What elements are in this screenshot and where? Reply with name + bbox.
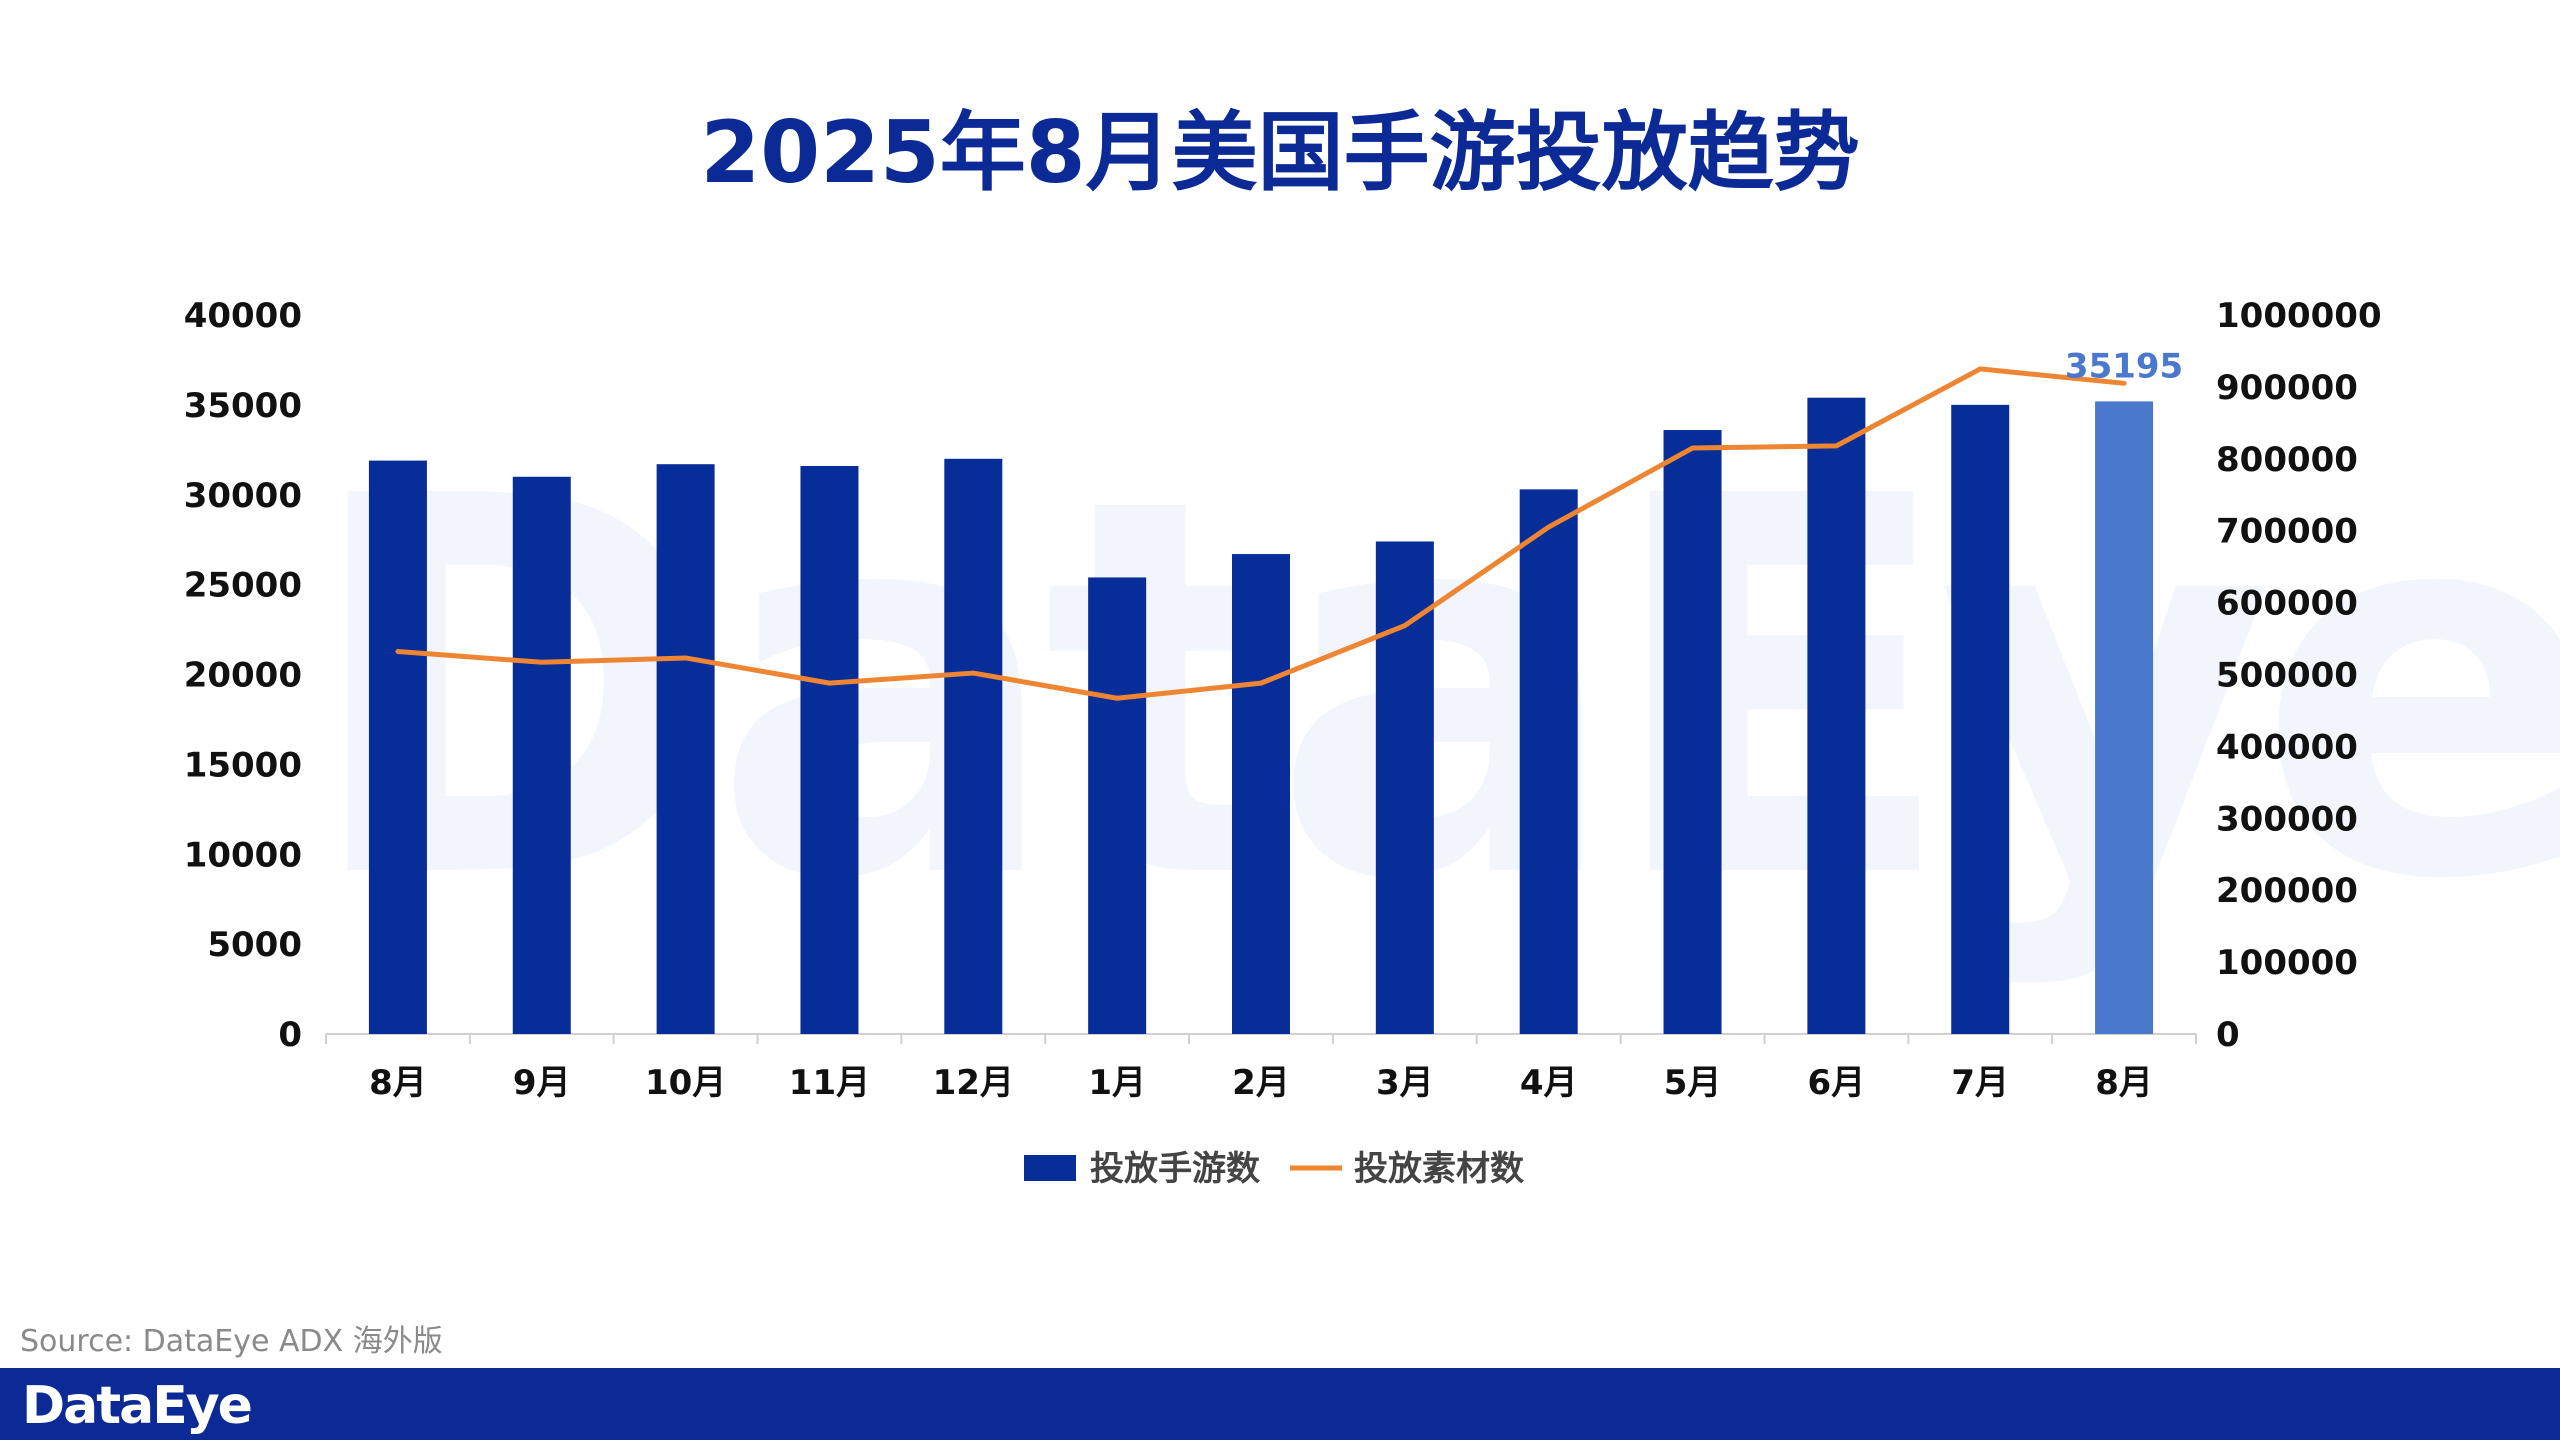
footer-logo: DataEye <box>22 1376 253 1436</box>
right-y-axis: 0 100000 200000 300000 400000 500000 600000 700… <box>2216 296 2382 1055</box>
right-y-tick-label: 1000000 <box>2216 296 2382 336</box>
left-y-axis: 0 5000 10000 15000 20000 25000 30000 35000 40000 <box>184 296 302 1055</box>
x-category-label: 5月 <box>1664 1063 1722 1103</box>
right-y-tick-label: 500000 <box>2216 656 2358 696</box>
x-category-label: 2月 <box>1232 1063 1290 1103</box>
bar-4 <box>944 458 1003 1034</box>
bar-2 <box>656 464 715 1034</box>
bar-1 <box>512 476 571 1034</box>
x-axis: 8月 9月 10月 11月 12月 1月 2月 3月 4月 5月 6月 7月 8月 <box>325 1033 2197 1103</box>
x-category-label: 8月 <box>2095 1063 2153 1103</box>
bar-5 <box>1088 577 1147 1034</box>
legend-label-bar: 投放手游数 <box>1090 1149 1260 1189</box>
left-y-tick-label: 15000 <box>184 745 302 785</box>
x-category-label: 6月 <box>1808 1063 1866 1103</box>
bar-10 <box>1807 397 1866 1034</box>
left-y-tick-label: 35000 <box>184 386 302 426</box>
bar-8 <box>1519 489 1578 1034</box>
footer-bar: DataEye <box>0 1368 2560 1440</box>
chart-title: 2025年8月美国手游投放趋势 <box>700 103 1860 203</box>
x-category-label: 7月 <box>1951 1063 2009 1103</box>
bar-3 <box>800 465 859 1034</box>
bar-9 <box>1663 430 1722 1034</box>
x-category-label: 11月 <box>789 1063 870 1103</box>
bar-12 <box>2095 401 2154 1034</box>
x-category-label: 12月 <box>933 1063 1014 1103</box>
x-category-label: 8月 <box>369 1063 427 1103</box>
right-y-tick-label: 200000 <box>2216 871 2358 911</box>
data-label-value: 35195 <box>2065 346 2183 386</box>
x-category-label: 4月 <box>1520 1063 1578 1103</box>
right-y-tick-label: 600000 <box>2216 584 2358 624</box>
right-y-tick-label: 800000 <box>2216 440 2358 480</box>
legend-bar-swatch <box>1024 1155 1076 1181</box>
right-y-tick-label: 300000 <box>2216 799 2358 839</box>
left-y-tick-label: 10000 <box>184 835 302 875</box>
chart-legend: 投放手游数 投放素材数 <box>1024 1149 1524 1189</box>
x-category-label: 10月 <box>645 1063 726 1103</box>
left-y-tick-label: 0 <box>278 1015 302 1055</box>
source-note: Source: DataEye ADX 海外版 <box>20 1324 443 1359</box>
x-category-label: 1月 <box>1088 1063 1146 1103</box>
legend-label-line: 投放素材数 <box>1354 1149 1524 1189</box>
left-y-tick-label: 20000 <box>184 656 302 696</box>
line-series <box>395 366 2127 701</box>
right-y-tick-label: 700000 <box>2216 512 2358 552</box>
x-category-label: 9月 <box>513 1063 571 1103</box>
left-y-tick-label: 30000 <box>184 476 302 516</box>
right-y-tick-label: 400000 <box>2216 727 2358 767</box>
bar-7 <box>1375 541 1434 1034</box>
right-y-tick-label: 0 <box>2216 1015 2240 1055</box>
bar-11 <box>1951 404 2010 1034</box>
data-labels: 35195 <box>2065 346 2183 386</box>
bar-series <box>368 397 2154 1034</box>
left-y-tick-label: 25000 <box>184 566 302 606</box>
right-y-tick-label: 100000 <box>2216 943 2358 983</box>
bar-0 <box>368 460 427 1034</box>
left-y-tick-label: 40000 <box>184 296 302 336</box>
right-y-tick-label: 900000 <box>2216 368 2358 408</box>
left-y-tick-label: 5000 <box>207 925 302 965</box>
x-category-label: 3月 <box>1376 1063 1434 1103</box>
bar-6 <box>1232 554 1290 1034</box>
